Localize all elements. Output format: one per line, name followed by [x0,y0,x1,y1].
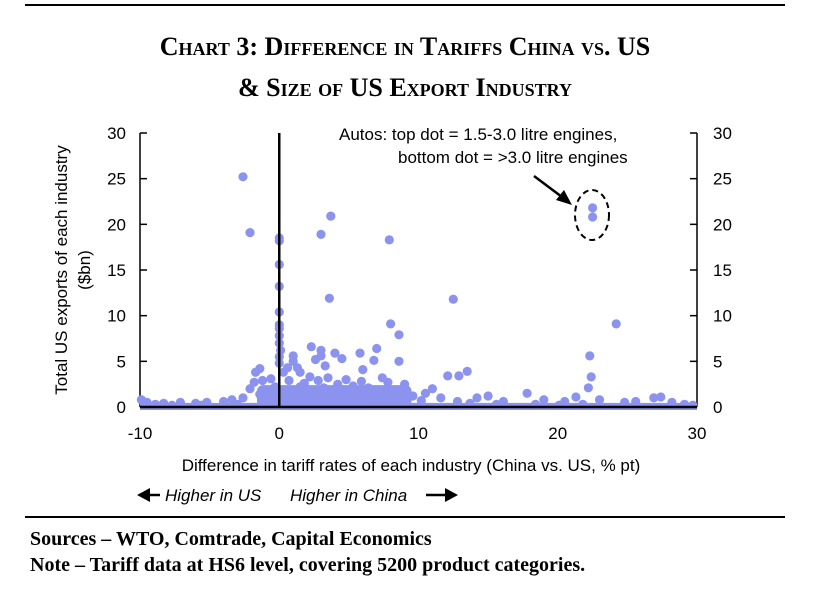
direction-left-label: Higher in US [165,486,262,505]
y-tick-label-left: 20 [107,215,126,234]
data-point [372,343,382,354]
data-point [594,395,605,405]
left-y-axis: 0 5 10 15 20 25 30 [107,124,147,417]
sources-text: Sources – WTO, Comtrade, Capital Economi… [30,528,432,550]
data-point [266,374,276,384]
y-tick-label-left: 15 [107,261,126,280]
data-point [323,373,333,383]
data-point [313,375,323,386]
y-tick-label-right: 25 [713,170,732,189]
top-rule [25,4,785,6]
annotation-line1: Autos: top dot = 1.5-3.0 litre engines, [339,125,617,144]
data-point [136,395,146,405]
x-tick-label: 30 [688,424,707,443]
data-point [571,392,581,402]
y-tick-label-right: 10 [713,307,732,326]
data-point [320,361,330,371]
x-tick-label: 0 [275,424,284,443]
y-tick-label-right: 30 [713,124,732,143]
y-tick-label-left: 5 [117,352,126,371]
data-point [341,375,351,385]
direction-left-indicator [137,488,160,502]
data-point [384,235,394,245]
right-y-axis: 0 5 10 15 20 25 30 [690,124,732,417]
data-point [305,372,315,382]
data-point [611,319,621,329]
data-point [356,376,366,386]
y-tick-label-right: 0 [713,398,722,417]
y-tick-label-left: 25 [107,170,126,189]
data-point [522,388,532,398]
data-point [649,393,659,403]
annotation-line2: bottom dot = >3.0 litre engines [398,148,628,167]
chart-title-line1: Chart 3: Difference in Tariffs China vs.… [159,32,651,61]
data-point [583,383,594,393]
data-point [245,384,255,394]
data-point [454,371,464,381]
y-tick-label-right: 20 [713,215,732,234]
data-point [245,228,255,238]
data-points [136,172,698,410]
data-point [427,384,437,394]
data-point [283,363,293,373]
y-tick-label-right: 15 [713,261,732,280]
data-point [355,348,365,358]
data-point [386,319,396,329]
data-point [295,367,305,377]
x-axis: -10 0 10 20 30 [128,424,707,443]
data-point [586,372,596,382]
y-axis-label-line2: ($bn) [75,250,94,290]
data-point [539,395,549,405]
data-point [369,355,379,365]
autos-highlight-ellipse [574,189,610,241]
x-tick-label: -10 [128,424,153,443]
y-tick-label-left: 30 [107,124,126,143]
data-point [238,393,248,403]
data-point [443,371,453,381]
x-tick-label: 20 [548,424,567,443]
data-point [358,365,368,375]
data-point [483,391,493,401]
data-point [257,375,268,386]
data-point [462,366,472,376]
direction-right-indicator [426,488,458,502]
data-point [656,392,666,402]
data-point [588,212,598,222]
note-text: Note – Tariff data at HS6 level, coverin… [30,554,586,576]
data-point [448,294,458,304]
data-point [383,377,393,387]
y-axis-label-line1: Total US exports of each industry [52,145,71,395]
y-tick-label-left: 0 [117,398,126,417]
data-point [394,330,404,340]
data-point [472,393,482,403]
bottom-rule [25,516,785,518]
annotation-arrowhead [556,190,572,205]
data-point [330,348,340,358]
data-point [436,393,446,403]
data-point [326,211,336,221]
data-point [306,342,316,352]
y-tick-label-right: 5 [713,352,722,371]
data-point [420,388,431,398]
data-point [337,354,347,364]
data-point [324,293,334,303]
data-point [394,356,404,366]
data-point [238,172,248,182]
data-point [316,345,326,355]
data-point [316,229,326,239]
data-point [585,351,595,361]
y-tick-label-left: 10 [107,307,126,326]
data-point [255,364,265,374]
direction-right-label: Higher in China [290,486,407,505]
dense-point-cluster [256,385,412,407]
x-axis-label: Difference in tariff rates of each indus… [182,456,641,475]
annotation-arrow [533,175,563,198]
data-point [284,375,294,386]
x-tick-label: 10 [409,424,428,443]
data-point [588,203,598,213]
chart-title-line2: & Size of US Export Industry [237,73,573,102]
